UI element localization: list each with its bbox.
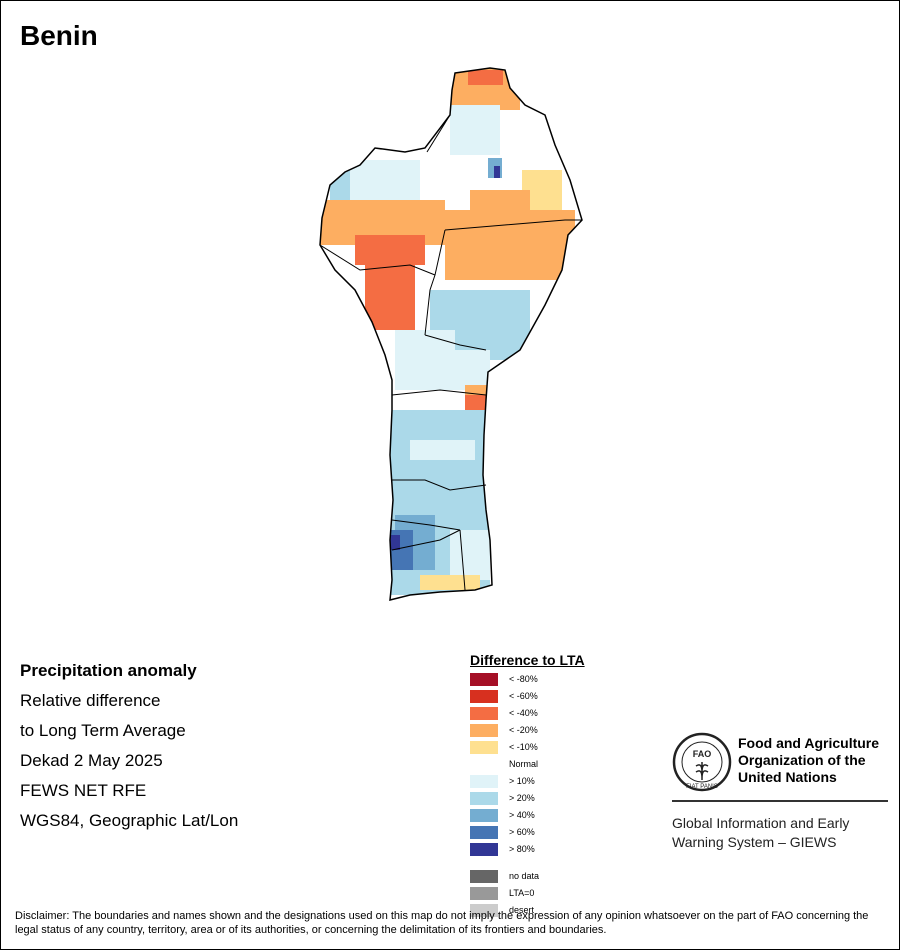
- legend-label: > 80%: [509, 844, 535, 854]
- info-line-1: Relative difference: [20, 691, 161, 710]
- legend-swatch: [470, 775, 498, 788]
- disclaimer-text: Disclaimer: The boundaries and names sho…: [15, 910, 869, 936]
- fao-name-line-2: Organization of the: [738, 752, 866, 768]
- legend-title: Difference to LTA: [470, 652, 585, 668]
- legend-swatch: [470, 673, 498, 686]
- legend-item: < -80%: [470, 672, 630, 689]
- info-period: Dekad 2 May 2025: [20, 751, 163, 770]
- fao-emblem-letters: FAO: [693, 749, 712, 759]
- legend-label: desert: [509, 905, 535, 915]
- legend-swatch: [470, 741, 498, 754]
- legend-item: < -20%: [470, 723, 630, 740]
- fao-emblem-motto: FIAT PANIS: [686, 784, 718, 790]
- legend-label: < -20%: [509, 725, 538, 735]
- legend-label: < -60%: [509, 691, 538, 701]
- fao-emblem-icon: FAO FIAT PANIS: [672, 732, 732, 792]
- legend-item: > 60%: [470, 825, 630, 842]
- legend-label: no data: [509, 871, 540, 881]
- legend-label: > 60%: [509, 827, 535, 837]
- legend-swatch: [470, 843, 498, 856]
- legend-label: LTA=0: [509, 888, 535, 898]
- fao-name-line-1: Food and Agriculture: [738, 735, 880, 751]
- benin-anomaly-map: [319, 67, 583, 601]
- map-title: Benin: [20, 20, 98, 51]
- info-heading: Precipitation anomaly: [20, 661, 197, 680]
- legend-swatch: [470, 707, 498, 720]
- legend-label: Normal: [509, 759, 539, 769]
- legend-swatch: [470, 887, 498, 900]
- legend-swatch: [470, 792, 498, 805]
- map-info: Precipitation anomaly Relative differenc…: [20, 656, 238, 836]
- legend-swatch: [470, 809, 498, 822]
- giews-name: Global Information and Early Warning Sys…: [672, 814, 888, 852]
- legend-swatch: [470, 904, 498, 917]
- legend-item: > 10%: [470, 774, 630, 791]
- legend-item: Normal: [470, 757, 630, 774]
- legend-item: > 20%: [470, 791, 630, 808]
- map-legend: Difference to LTA < -80% < -60% < -40% < -2…: [470, 652, 630, 920]
- fao-name-line-3: United Nations: [738, 769, 837, 785]
- legend-extra: no data LTA=0 desert: [470, 869, 630, 920]
- legend-label: < -10%: [509, 742, 538, 752]
- legend-label: > 40%: [509, 810, 535, 820]
- legend-item: < -60%: [470, 689, 630, 706]
- legend-item: < -40%: [470, 706, 630, 723]
- legend-label: > 20%: [509, 793, 535, 803]
- legend-swatch: [470, 758, 498, 771]
- legend-label: > 10%: [509, 776, 535, 786]
- legend-swatch: [470, 826, 498, 839]
- legend-item: < -10%: [470, 740, 630, 757]
- legend-item: LTA=0: [470, 886, 630, 903]
- giews-line-1: Global Information and Early: [672, 815, 850, 831]
- legend-item: > 40%: [470, 808, 630, 825]
- info-source: FEWS NET RFE: [20, 781, 147, 800]
- giews-line-2: Warning System – GIEWS: [672, 834, 837, 850]
- legend-label: < -40%: [509, 708, 538, 718]
- fao-organization-name: Food and Agriculture Organization of the…: [738, 735, 898, 786]
- legend-item: no data: [470, 869, 630, 886]
- legend-item: > 80%: [470, 842, 630, 859]
- info-projection: WGS84, Geographic Lat/Lon: [20, 811, 239, 830]
- legend-label: < -80%: [509, 674, 538, 684]
- logo-divider: [672, 800, 888, 802]
- legend-classes: < -80% < -60% < -40% < -20% < -10% Normal > 10…: [470, 672, 630, 859]
- legend-swatch: [470, 690, 498, 703]
- info-line-2: to Long Term Average: [20, 721, 186, 740]
- legend-swatch: [470, 870, 498, 883]
- legend-swatch: [470, 724, 498, 737]
- legend-item: desert: [470, 903, 630, 920]
